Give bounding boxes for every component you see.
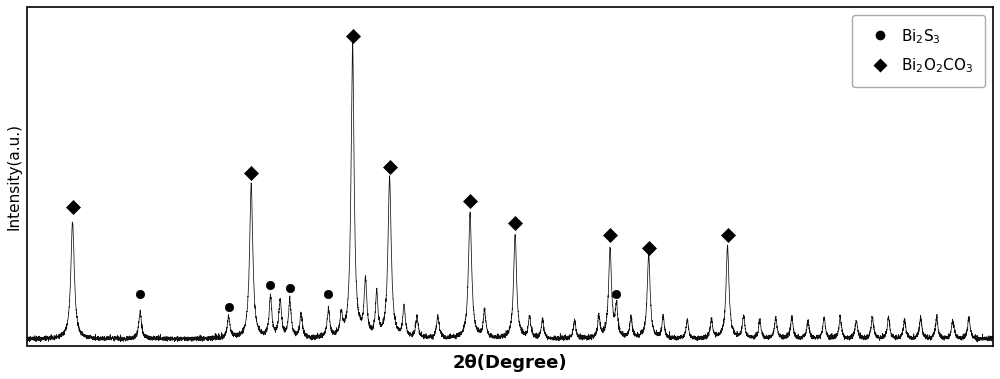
X-axis label: 2θ(Degree): 2θ(Degree) bbox=[453, 354, 568, 372]
Y-axis label: Intensity(a.u.): Intensity(a.u.) bbox=[7, 123, 22, 230]
Legend: Bi$_2$S$_3$, Bi$_2$O$_2$CO$_3$: Bi$_2$S$_3$, Bi$_2$O$_2$CO$_3$ bbox=[852, 14, 985, 87]
